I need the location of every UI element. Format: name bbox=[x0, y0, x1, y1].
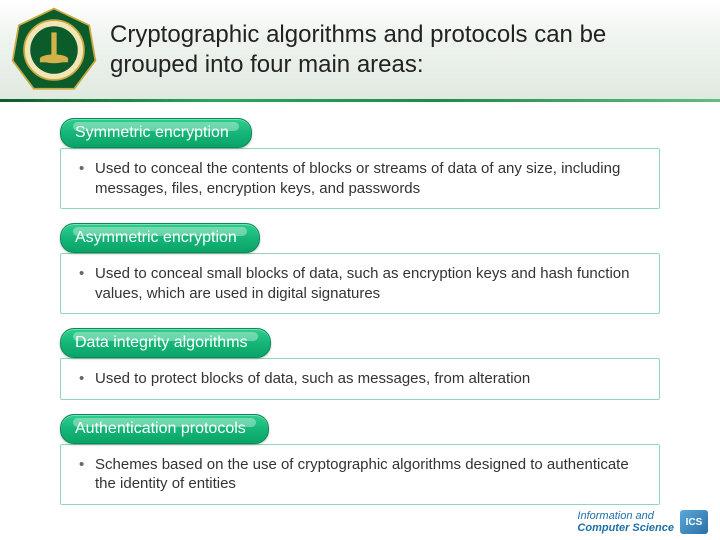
bullet-item: Schemes based on the use of cryptographi… bbox=[79, 455, 641, 494]
heading-pill: Asymmetric encryption bbox=[60, 223, 260, 253]
body-box: Schemes based on the use of cryptographi… bbox=[60, 444, 660, 505]
body-box: Used to conceal small blocks of data, su… bbox=[60, 253, 660, 314]
footer-line2: Computer Science bbox=[577, 522, 674, 534]
footer-line1: Information and bbox=[577, 510, 674, 522]
footer-badge-icon: ICS bbox=[680, 510, 708, 534]
body-box: Used to protect blocks of data, such as … bbox=[60, 358, 660, 400]
content-area: Symmetric encryption Used to conceal the… bbox=[60, 118, 660, 519]
header: Cryptographic algorithms and protocols c… bbox=[0, 0, 720, 100]
block-integrity: Data integrity algorithms Used to protec… bbox=[60, 328, 660, 400]
bullet-item: Used to protect blocks of data, such as … bbox=[79, 369, 641, 389]
header-divider bbox=[0, 99, 720, 102]
heading-pill: Symmetric encryption bbox=[60, 118, 252, 148]
bullet-item: Used to conceal the contents of blocks o… bbox=[79, 159, 641, 198]
block-symmetric: Symmetric encryption Used to conceal the… bbox=[60, 118, 660, 209]
page-title: Cryptographic algorithms and protocols c… bbox=[110, 20, 700, 80]
block-asymmetric: Asymmetric encryption Used to conceal sm… bbox=[60, 223, 660, 314]
footer-text: Information and Computer Science bbox=[577, 510, 674, 534]
bullet-item: Used to conceal small blocks of data, su… bbox=[79, 264, 641, 303]
university-logo bbox=[10, 6, 98, 94]
body-box: Used to conceal the contents of blocks o… bbox=[60, 148, 660, 209]
footer: Information and Computer Science ICS bbox=[577, 510, 708, 534]
heading-pill: Data integrity algorithms bbox=[60, 328, 271, 358]
block-authentication: Authentication protocols Schemes based o… bbox=[60, 414, 660, 505]
slide: Cryptographic algorithms and protocols c… bbox=[0, 0, 720, 540]
heading-pill: Authentication protocols bbox=[60, 414, 269, 444]
